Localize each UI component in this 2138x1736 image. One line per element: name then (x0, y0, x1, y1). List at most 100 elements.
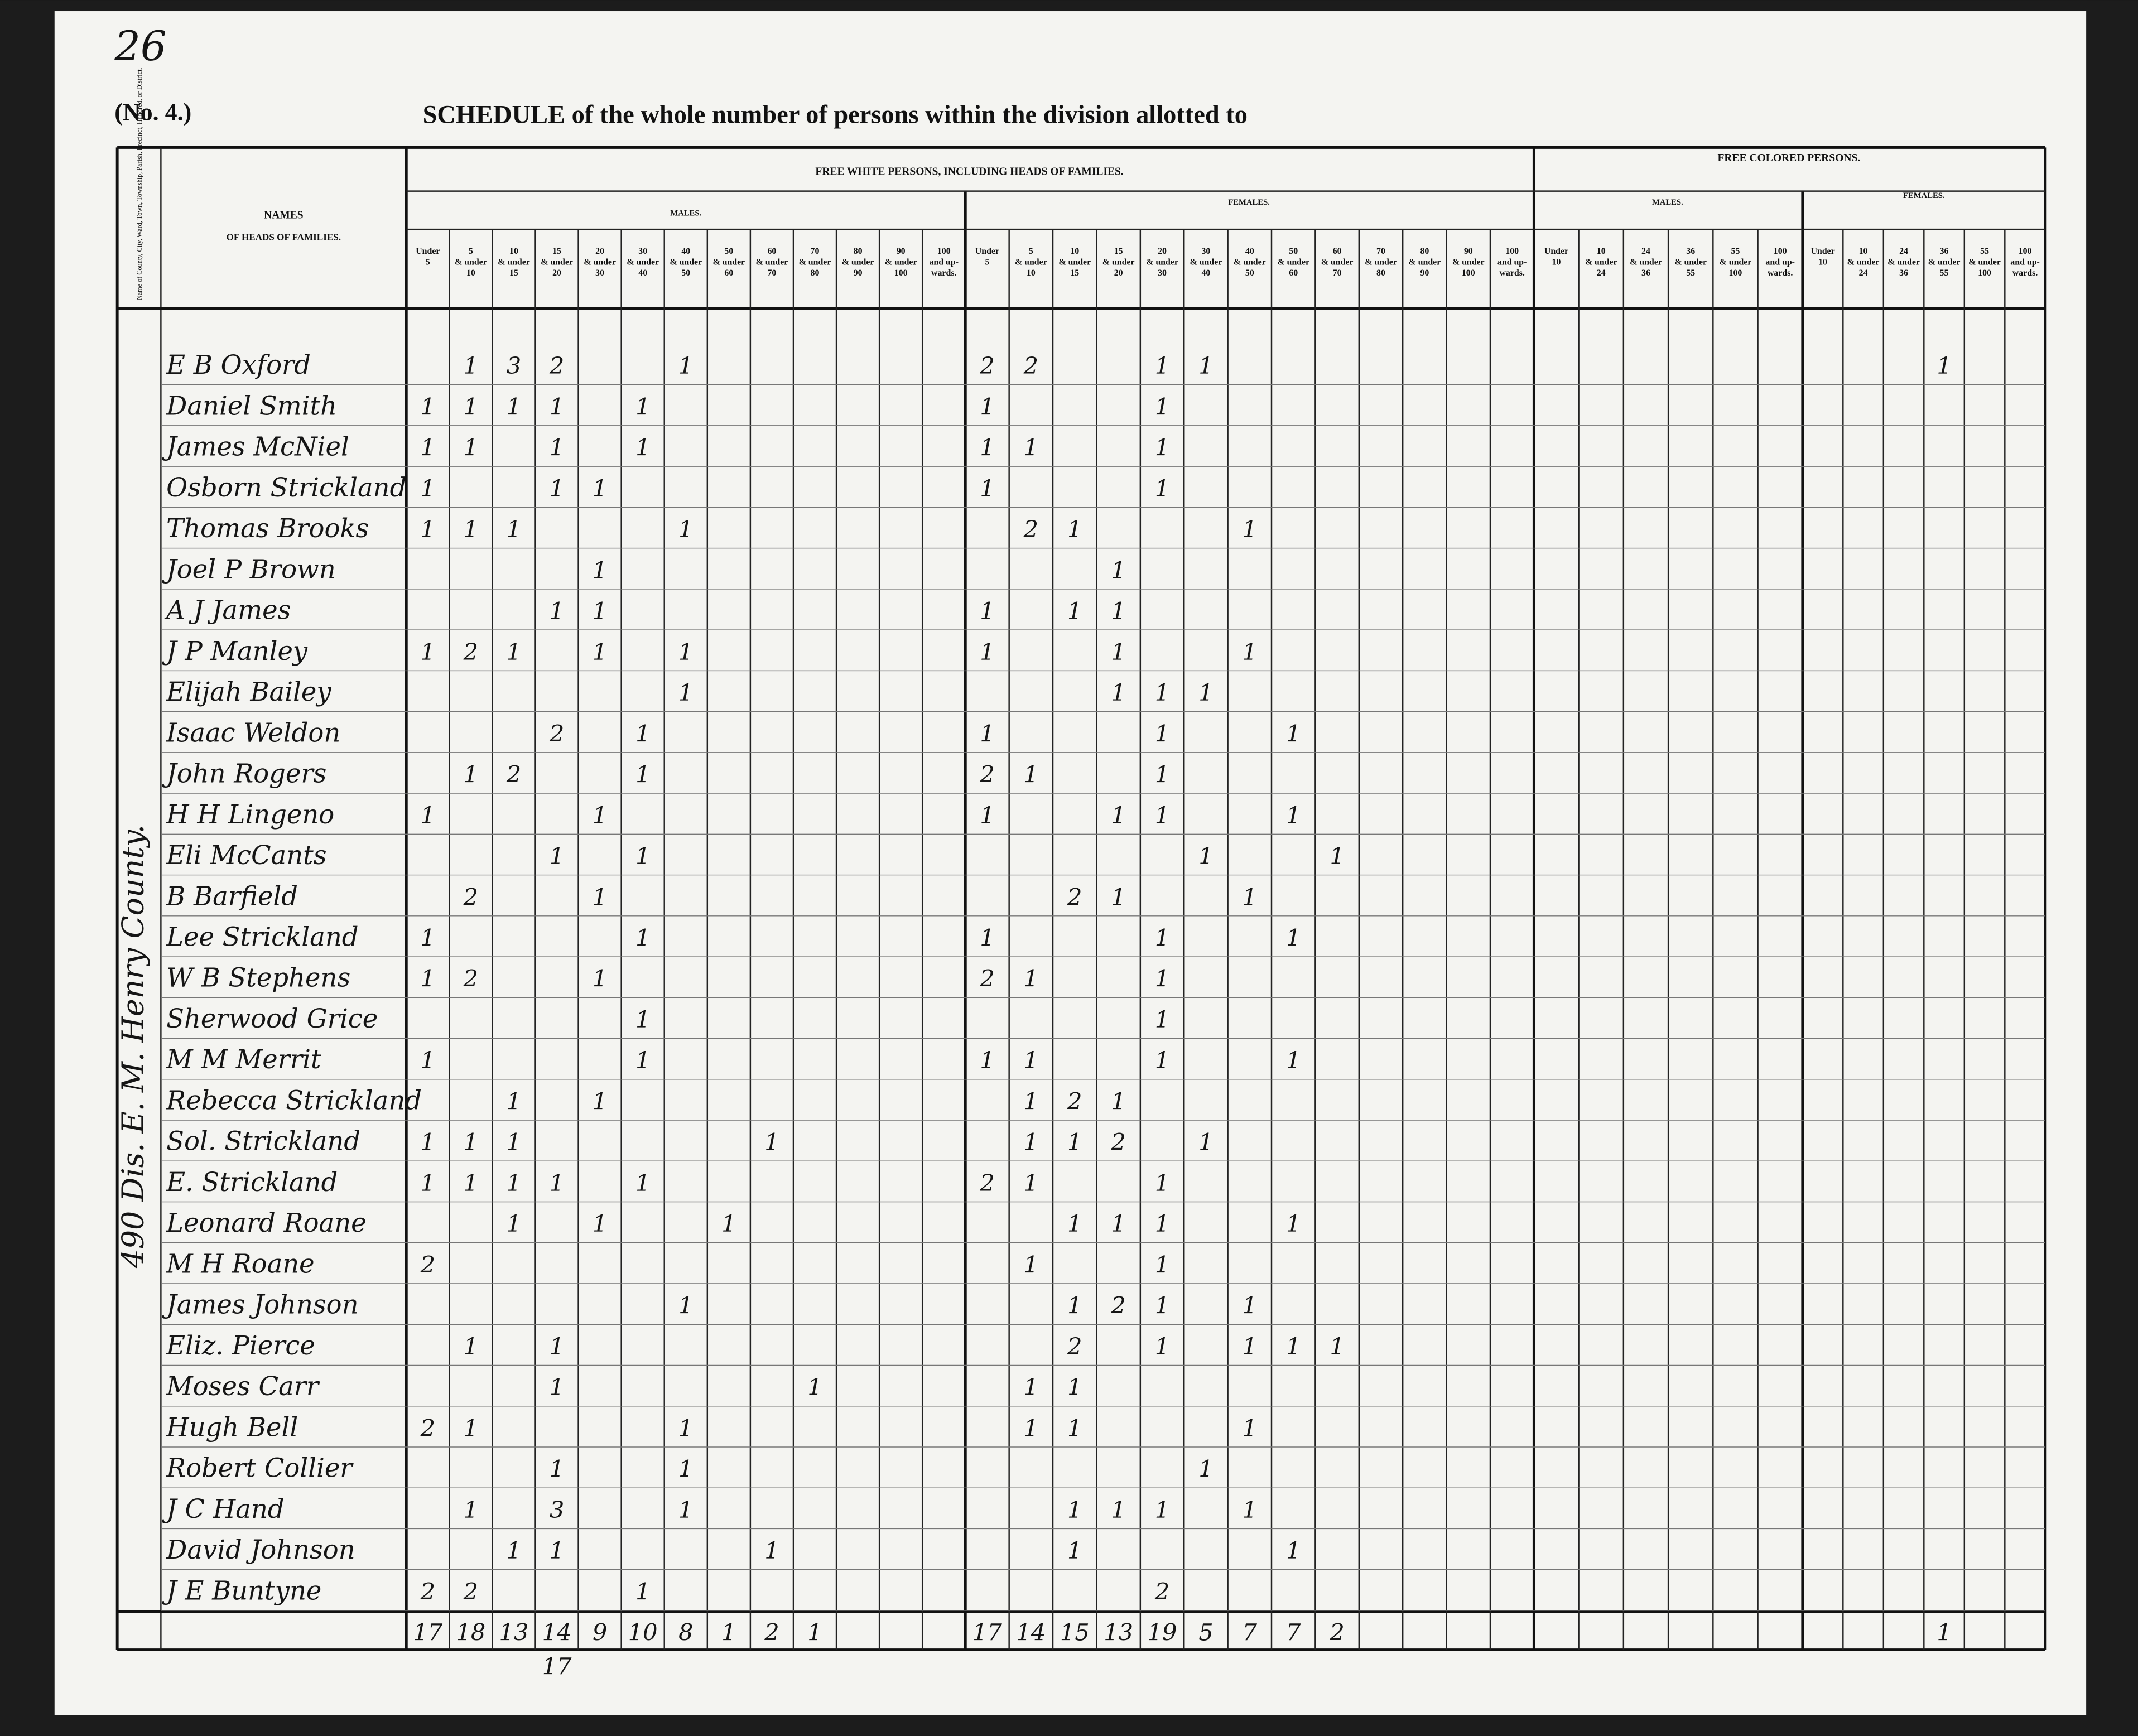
count-entry: 1 (1155, 720, 1169, 747)
age-column-header: 5 (469, 247, 473, 256)
count-entry: 2 (506, 761, 521, 788)
age-column-header: 50 (681, 268, 690, 278)
count-entry: 1 (550, 1455, 564, 1483)
count-entry: 1 (1111, 1087, 1125, 1115)
count-entry: 1 (1243, 1496, 1257, 1523)
count-entry: 1 (980, 434, 994, 461)
head-of-family: Isaac Weldon (166, 717, 340, 748)
count-entry: 1 (1286, 720, 1301, 747)
head-of-family: Moses Carr (166, 1371, 320, 1401)
count-entry: 1 (635, 842, 650, 870)
count-entry: 1 (678, 679, 693, 706)
count-entry: 1 (507, 1169, 521, 1197)
count-entry: 1 (1024, 1414, 1038, 1441)
age-column-header: & under (799, 258, 831, 267)
age-column-header: 36 (1686, 247, 1695, 256)
count-entry: 1 (1286, 1333, 1301, 1360)
age-column-header: & under (627, 258, 659, 267)
count-entry: 1 (1286, 1537, 1301, 1564)
age-column-header: 5 (1029, 247, 1033, 256)
count-entry: 1 (507, 1210, 521, 1237)
age-column-header: & under (885, 258, 917, 267)
count-entry: 1 (550, 1537, 564, 1564)
age-column-header: 24 (1597, 268, 1606, 278)
age-column-header: 60 (724, 268, 733, 278)
total-entry: 13 (1104, 1618, 1133, 1646)
count-entry: 1 (1155, 802, 1169, 829)
age-column-header: & under (1887, 258, 1920, 267)
age-column-header: & under (1146, 258, 1178, 267)
count-entry: 1 (1155, 1210, 1169, 1237)
count-entry: 1 (1024, 965, 1038, 992)
count-entry: 1 (1155, 1251, 1169, 1278)
count-entry: 1 (464, 1169, 478, 1197)
age-column-header: 100 (1774, 247, 1787, 256)
count-entry: 1 (635, 1047, 650, 1074)
count-entry: 1 (421, 965, 435, 992)
count-entry: 1 (1111, 802, 1125, 829)
age-column-header: 50 (724, 247, 733, 256)
count-entry: 1 (1067, 1414, 1082, 1441)
age-column-header: 24 (1899, 247, 1908, 256)
total-entry: 14 (1016, 1618, 1046, 1646)
count-entry: 1 (1330, 842, 1344, 870)
head-of-family: B Barfield (166, 881, 298, 911)
count-entry: 1 (1111, 1210, 1125, 1237)
age-column-header: 40 (1245, 247, 1254, 256)
count-entry: 1 (1111, 883, 1125, 910)
count-entry: 1 (421, 515, 435, 543)
age-column-header: and up- (929, 258, 959, 267)
count-entry: 1 (1243, 638, 1257, 666)
count-entry: 1 (421, 638, 435, 666)
age-column-header: & under (1847, 258, 1880, 267)
head-of-family: Eliz. Pierce (166, 1330, 315, 1361)
head-of-family: Daniel Smith (166, 390, 337, 421)
count-entry: 1 (550, 393, 564, 420)
count-entry: 1 (464, 761, 478, 788)
paper (54, 11, 2087, 1715)
head-of-family: Rebecca Strickland (166, 1085, 422, 1115)
count-entry: 1 (721, 1210, 736, 1237)
group-header: MALES. (670, 209, 701, 218)
age-column-header: 100 (1978, 268, 1991, 278)
count-entry: 1 (1024, 1251, 1038, 1278)
count-entry: 1 (593, 597, 607, 625)
age-column-header: & under (1674, 258, 1707, 267)
age-column-header: & under (1321, 258, 1354, 267)
group-header: FREE WHITE PERSONS, INCLUDING HEADS OF F… (815, 166, 1124, 177)
side-note: 490 Dis. E. M. Henry County. (115, 824, 151, 1269)
age-column-header: 55 (1686, 268, 1695, 278)
count-entry: 1 (464, 393, 478, 420)
names-header: OF HEADS OF FAMILIES. (227, 232, 341, 243)
count-entry: 1 (678, 515, 693, 543)
count-entry: 1 (635, 393, 650, 420)
count-entry: 1 (980, 638, 994, 666)
age-column-header: 90 (1420, 268, 1429, 278)
age-column-header: 100 (1462, 268, 1475, 278)
count-entry: 1 (980, 393, 994, 420)
count-entry: 2 (1023, 352, 1038, 379)
age-column-header: 55 (1940, 268, 1949, 278)
age-column-header: & under (584, 258, 616, 267)
head-of-family: Thomas Brooks (166, 513, 369, 543)
total-entry: 2 (764, 1618, 779, 1646)
head-of-family: Sol. Strickland (166, 1126, 360, 1156)
age-column-header: & under (498, 258, 530, 267)
count-entry: 1 (764, 1129, 779, 1156)
count-entry: 1 (1111, 597, 1125, 625)
total-entry: 5 (1198, 1618, 1213, 1646)
age-column-header: 20 (595, 247, 604, 256)
head-of-family: Elijah Bailey (166, 677, 331, 707)
count-entry: 1 (464, 515, 478, 543)
age-column-header: 55 (1980, 247, 1989, 256)
count-entry: 1 (980, 802, 994, 829)
count-entry: 1 (421, 434, 435, 461)
age-column-header: 40 (1201, 268, 1210, 278)
age-column-header: 10 (1818, 258, 1827, 267)
age-column-header: Under (416, 247, 440, 256)
count-entry: 2 (549, 720, 564, 747)
count-entry: 3 (507, 352, 521, 379)
count-entry: 2 (549, 352, 564, 379)
age-column-header: 80 (1376, 268, 1385, 278)
age-column-header: 20 (1158, 247, 1167, 256)
